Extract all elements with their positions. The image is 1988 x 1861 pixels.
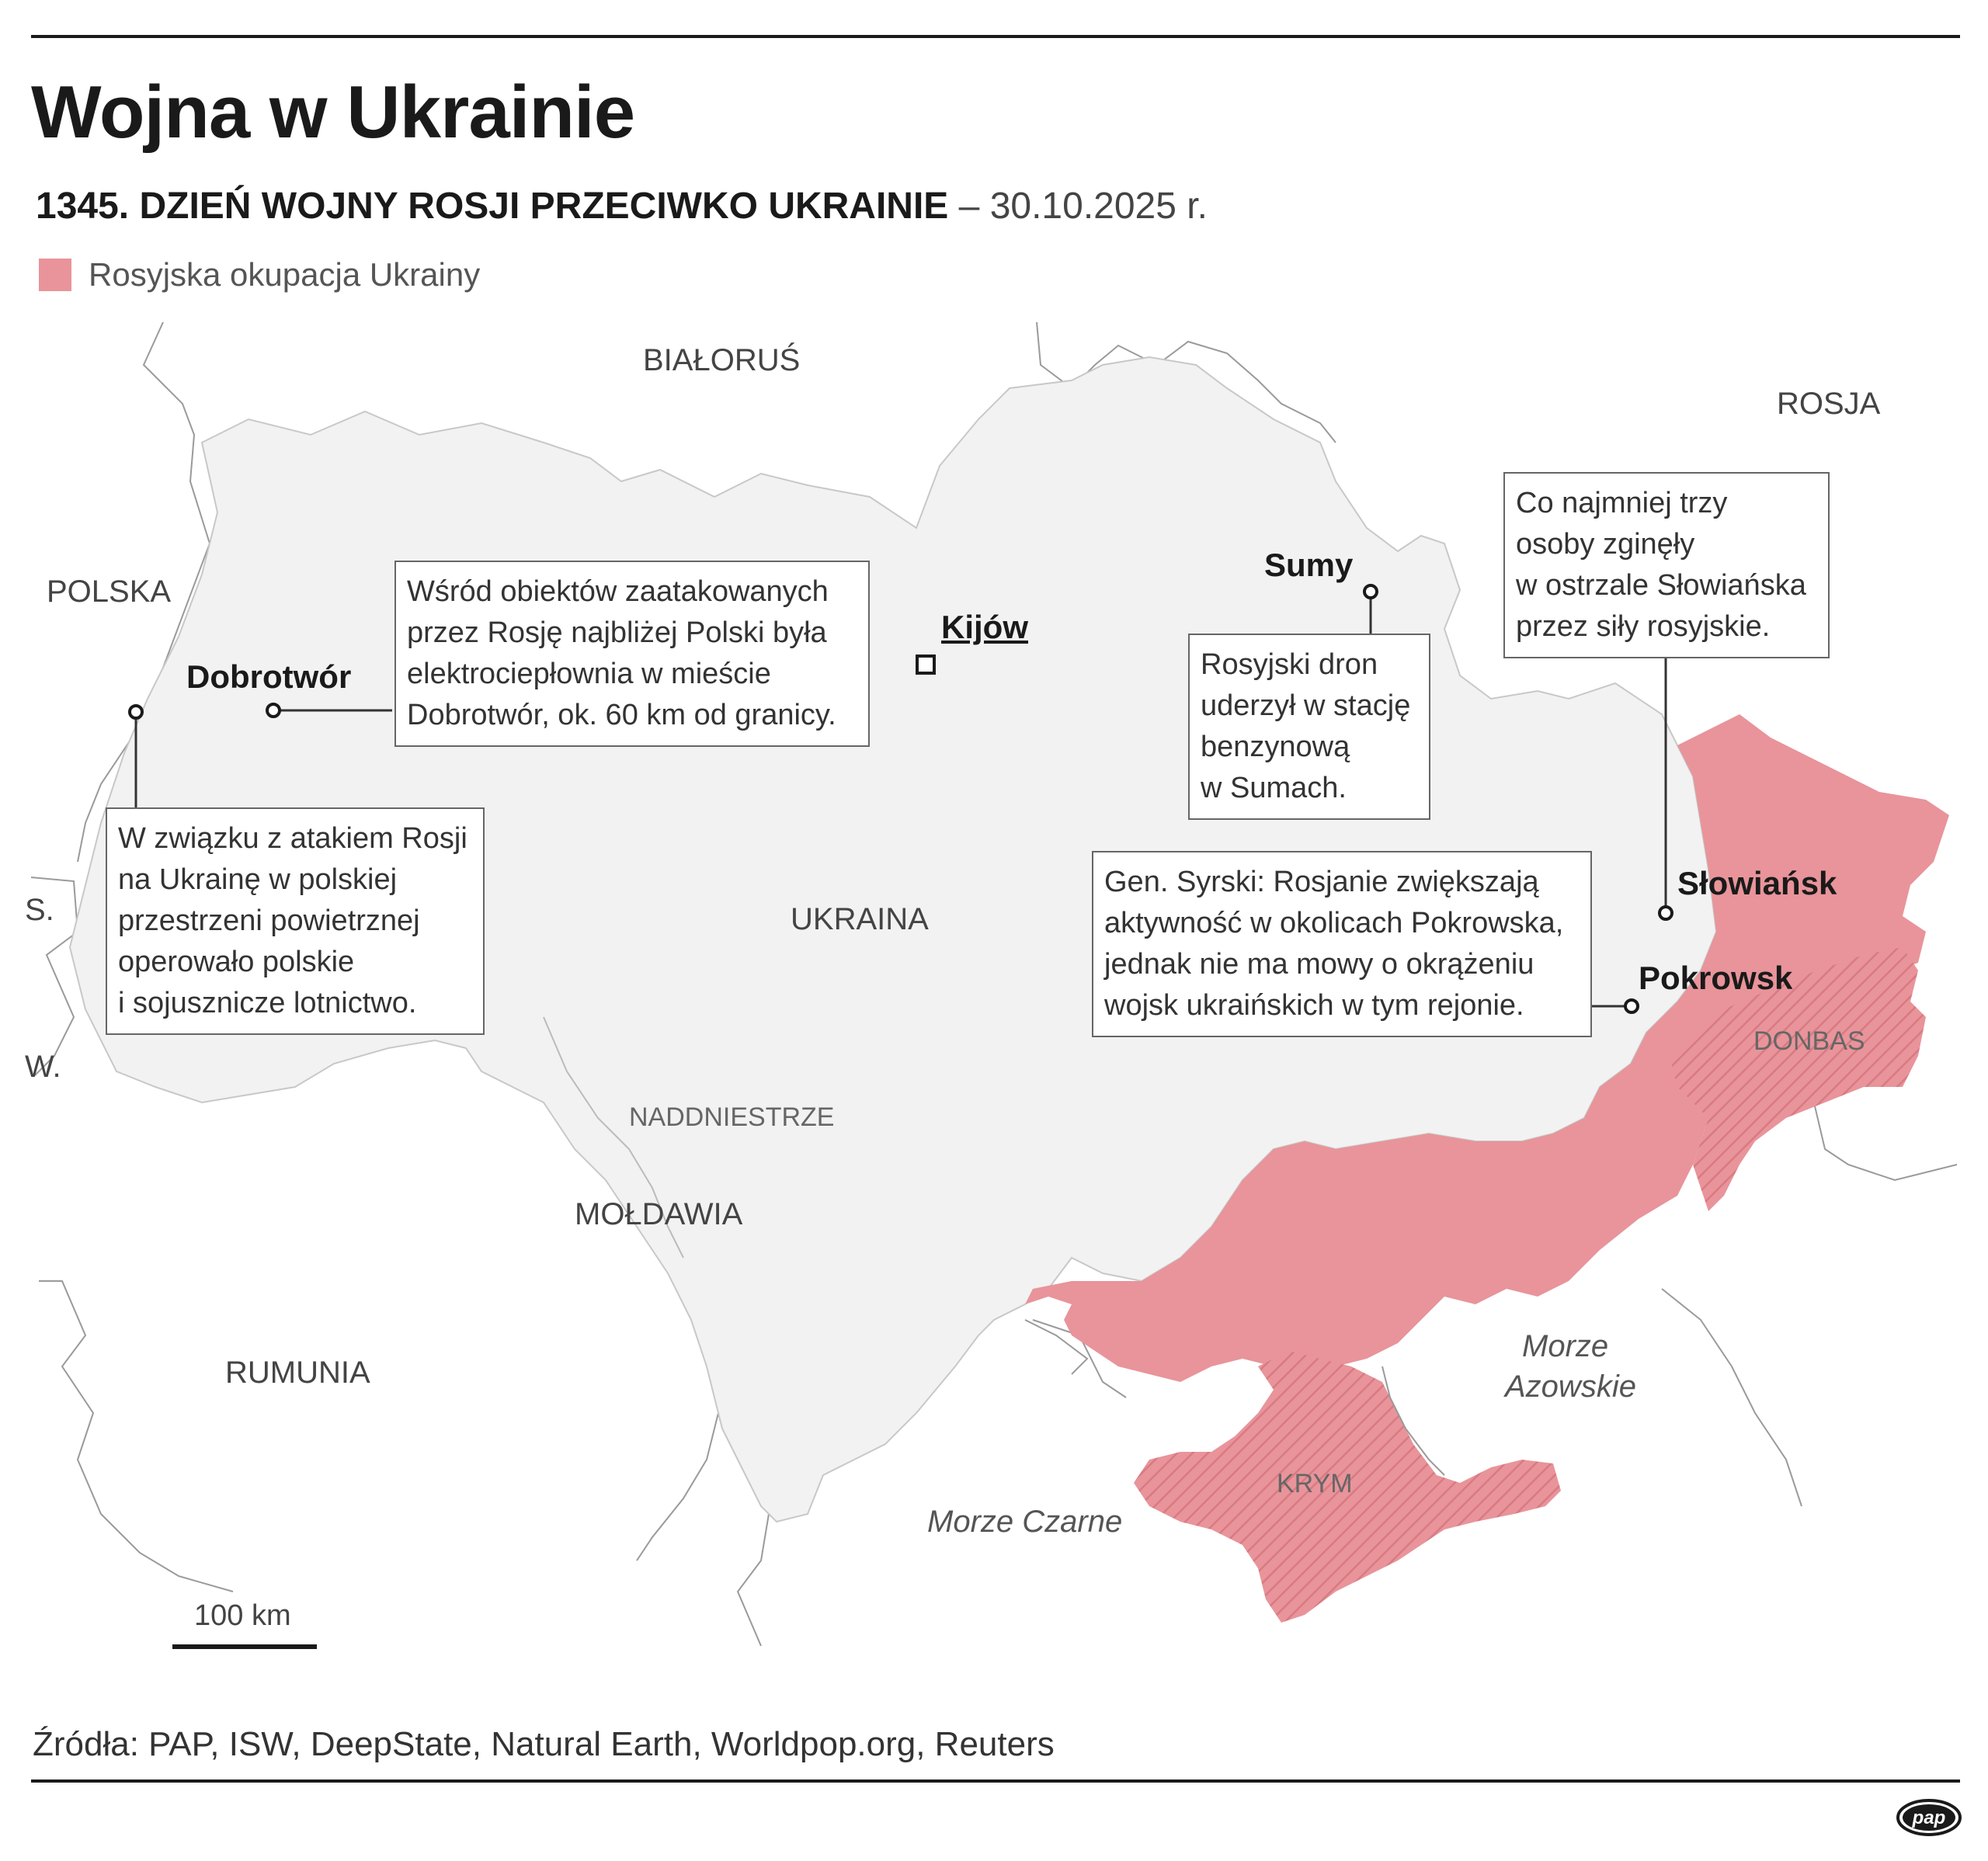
occupation-legend-swatch <box>39 259 71 291</box>
coast-dnipro-delta <box>1024 1319 1089 1375</box>
donbas-area <box>1670 947 1926 1211</box>
label-polska: POLSKA <box>47 575 172 609</box>
border-rumunia <box>39 1280 234 1592</box>
border-rosja-poludnie <box>1809 1082 1958 1182</box>
label-krym: KRYM <box>1277 1469 1353 1498</box>
occupation-legend-label: Rosyjska okupacja Ukrainy <box>89 256 481 293</box>
scale-label: 100 km <box>194 1599 291 1632</box>
bottom-rule <box>31 1779 1960 1783</box>
callout-pokrowsk-line: jednak nie ma mowy o okrążeniu <box>1104 948 1534 981</box>
slowiansk-marker <box>1658 905 1673 921</box>
label-donbas: DONBAS <box>1753 1026 1865 1056</box>
pap-logo-text: pap <box>1912 1807 1946 1828</box>
subtitle-date: – 30.10.2025 r. <box>948 186 1208 227</box>
callout-polska-line: i sojusznicze lotnictwo. <box>118 987 417 1019</box>
callout-dobrotwor-line: Wśród obiektów zaatakowanych <box>407 575 829 608</box>
label-slowacja-abbr: S. <box>25 893 54 927</box>
subtitle-day: 1345. DZIEŃ WOJNY ROSJI PRZECIWKO UKRAIN… <box>36 186 949 227</box>
callout-slowiansk-line: osoby zginęły <box>1516 528 1695 561</box>
callout-polska-line: przestrzeni powietrznej <box>118 904 420 937</box>
legend: Rosyjska okupacja Ukrainy <box>39 256 480 293</box>
page-title: Wojna w Ukrainie <box>31 71 635 154</box>
label-dobrotwor: Dobrotwór <box>186 658 352 695</box>
callout-slowiansk-line: Co najmniej trzy <box>1516 487 1728 519</box>
top-rule <box>31 35 1960 38</box>
callout-slowiansk-line: przez siły rosyjskie. <box>1516 610 1771 643</box>
label-rumunia: RUMUNIA <box>225 1356 370 1390</box>
callout-pokrowsk-line: Gen. Syrski: Rosjanie zwiększają <box>1104 866 1539 898</box>
callout-polska-line: W związku z atakiem Rosji <box>118 822 467 855</box>
callout-pokrowsk-line: wojsk ukraińskich w tym rejonie. <box>1104 989 1524 1022</box>
arabat-spit <box>1382 1366 1445 1476</box>
callout-sumy-line: benzynową <box>1201 731 1350 763</box>
polska-callout-marker <box>128 704 144 720</box>
callout-dobrotwor-line: Dobrotwór, ok. 60 km od granicy. <box>407 699 836 731</box>
dobrotwor-marker <box>266 703 281 718</box>
coast-kerch-north <box>1032 1319 1127 1398</box>
border-polska <box>77 321 211 863</box>
sumy-marker <box>1363 584 1378 599</box>
naddniestrze-border <box>543 1016 684 1259</box>
callout-pokrowsk: Gen. Syrski: Rosjanie zwiększają aktywno… <box>1092 851 1592 1037</box>
callout-polska-line: na Ukrainę w polskiej <box>118 863 398 896</box>
label-bialorus: BIAŁORUŚ <box>643 343 801 377</box>
callout-sumy-line: Rosyjski dron <box>1201 648 1378 681</box>
label-rosja: ROSJA <box>1777 387 1881 421</box>
callout-sumy-line: w Sumach. <box>1201 772 1347 804</box>
callout-polska: W związku z atakiem Rosji na Ukrainę w p… <box>106 807 485 1035</box>
label-wegry-abbr: W. <box>25 1050 61 1084</box>
label-kijow: Kijów <box>941 609 1028 645</box>
occupied-territory <box>1025 714 1949 1382</box>
callout-slowiansk-line: w ostrzale Słowiańska <box>1516 569 1806 602</box>
callout-dobrotwor-line: przez Rosję najbliżej Polski była <box>407 616 827 649</box>
label-sumy: Sumy <box>1264 547 1354 583</box>
callout-dobrotwor-line: elektrociepłownia w mieście <box>407 658 771 690</box>
callout-pokrowsk-line: aktywność w okolicach Pokrowska, <box>1104 907 1564 939</box>
label-pokrowsk: Pokrowsk <box>1639 960 1793 996</box>
border-slowacja-wegry <box>30 877 79 1076</box>
label-morze-azowskie-2: Azowskie <box>1505 1370 1636 1404</box>
subtitle: 1345. DZIEŃ WOJNY ROSJI PRZECIWKO UKRAIN… <box>36 185 1208 227</box>
label-slowiansk: Słowiańsk <box>1677 865 1837 901</box>
kijow-capital-marker <box>916 654 936 675</box>
callout-dobrotwor: Wśród obiektów zaatakowanych przez Rosję… <box>394 561 870 747</box>
label-ukraina: UKRAINA <box>791 902 929 936</box>
label-morze-azowskie-1: Morze <box>1522 1329 1609 1363</box>
pokrowsk-marker <box>1624 998 1639 1014</box>
label-morze-czarne: Morze Czarne <box>927 1505 1123 1539</box>
source-note: Źródła: PAP, ISW, DeepState, Natural Ear… <box>33 1725 1055 1763</box>
scale-bar <box>172 1644 317 1649</box>
callout-polska-line: operowało polskie <box>118 946 355 978</box>
pap-logo: pap <box>1896 1799 1962 1836</box>
krym-area <box>1134 1351 1561 1623</box>
callout-sumy: Rosyjski dron uderzył w stację benzynową… <box>1188 634 1430 820</box>
label-naddniestrze: NADDNIESTRZE <box>629 1102 835 1132</box>
callout-sumy-line: uderzył w stację <box>1201 689 1411 722</box>
coast-russia-azov <box>1661 1288 1802 1507</box>
callout-slowiansk: Co najmniej trzy osoby zginęły w ostrzal… <box>1503 472 1830 658</box>
label-moldawia: MOŁDAWIA <box>575 1197 743 1231</box>
